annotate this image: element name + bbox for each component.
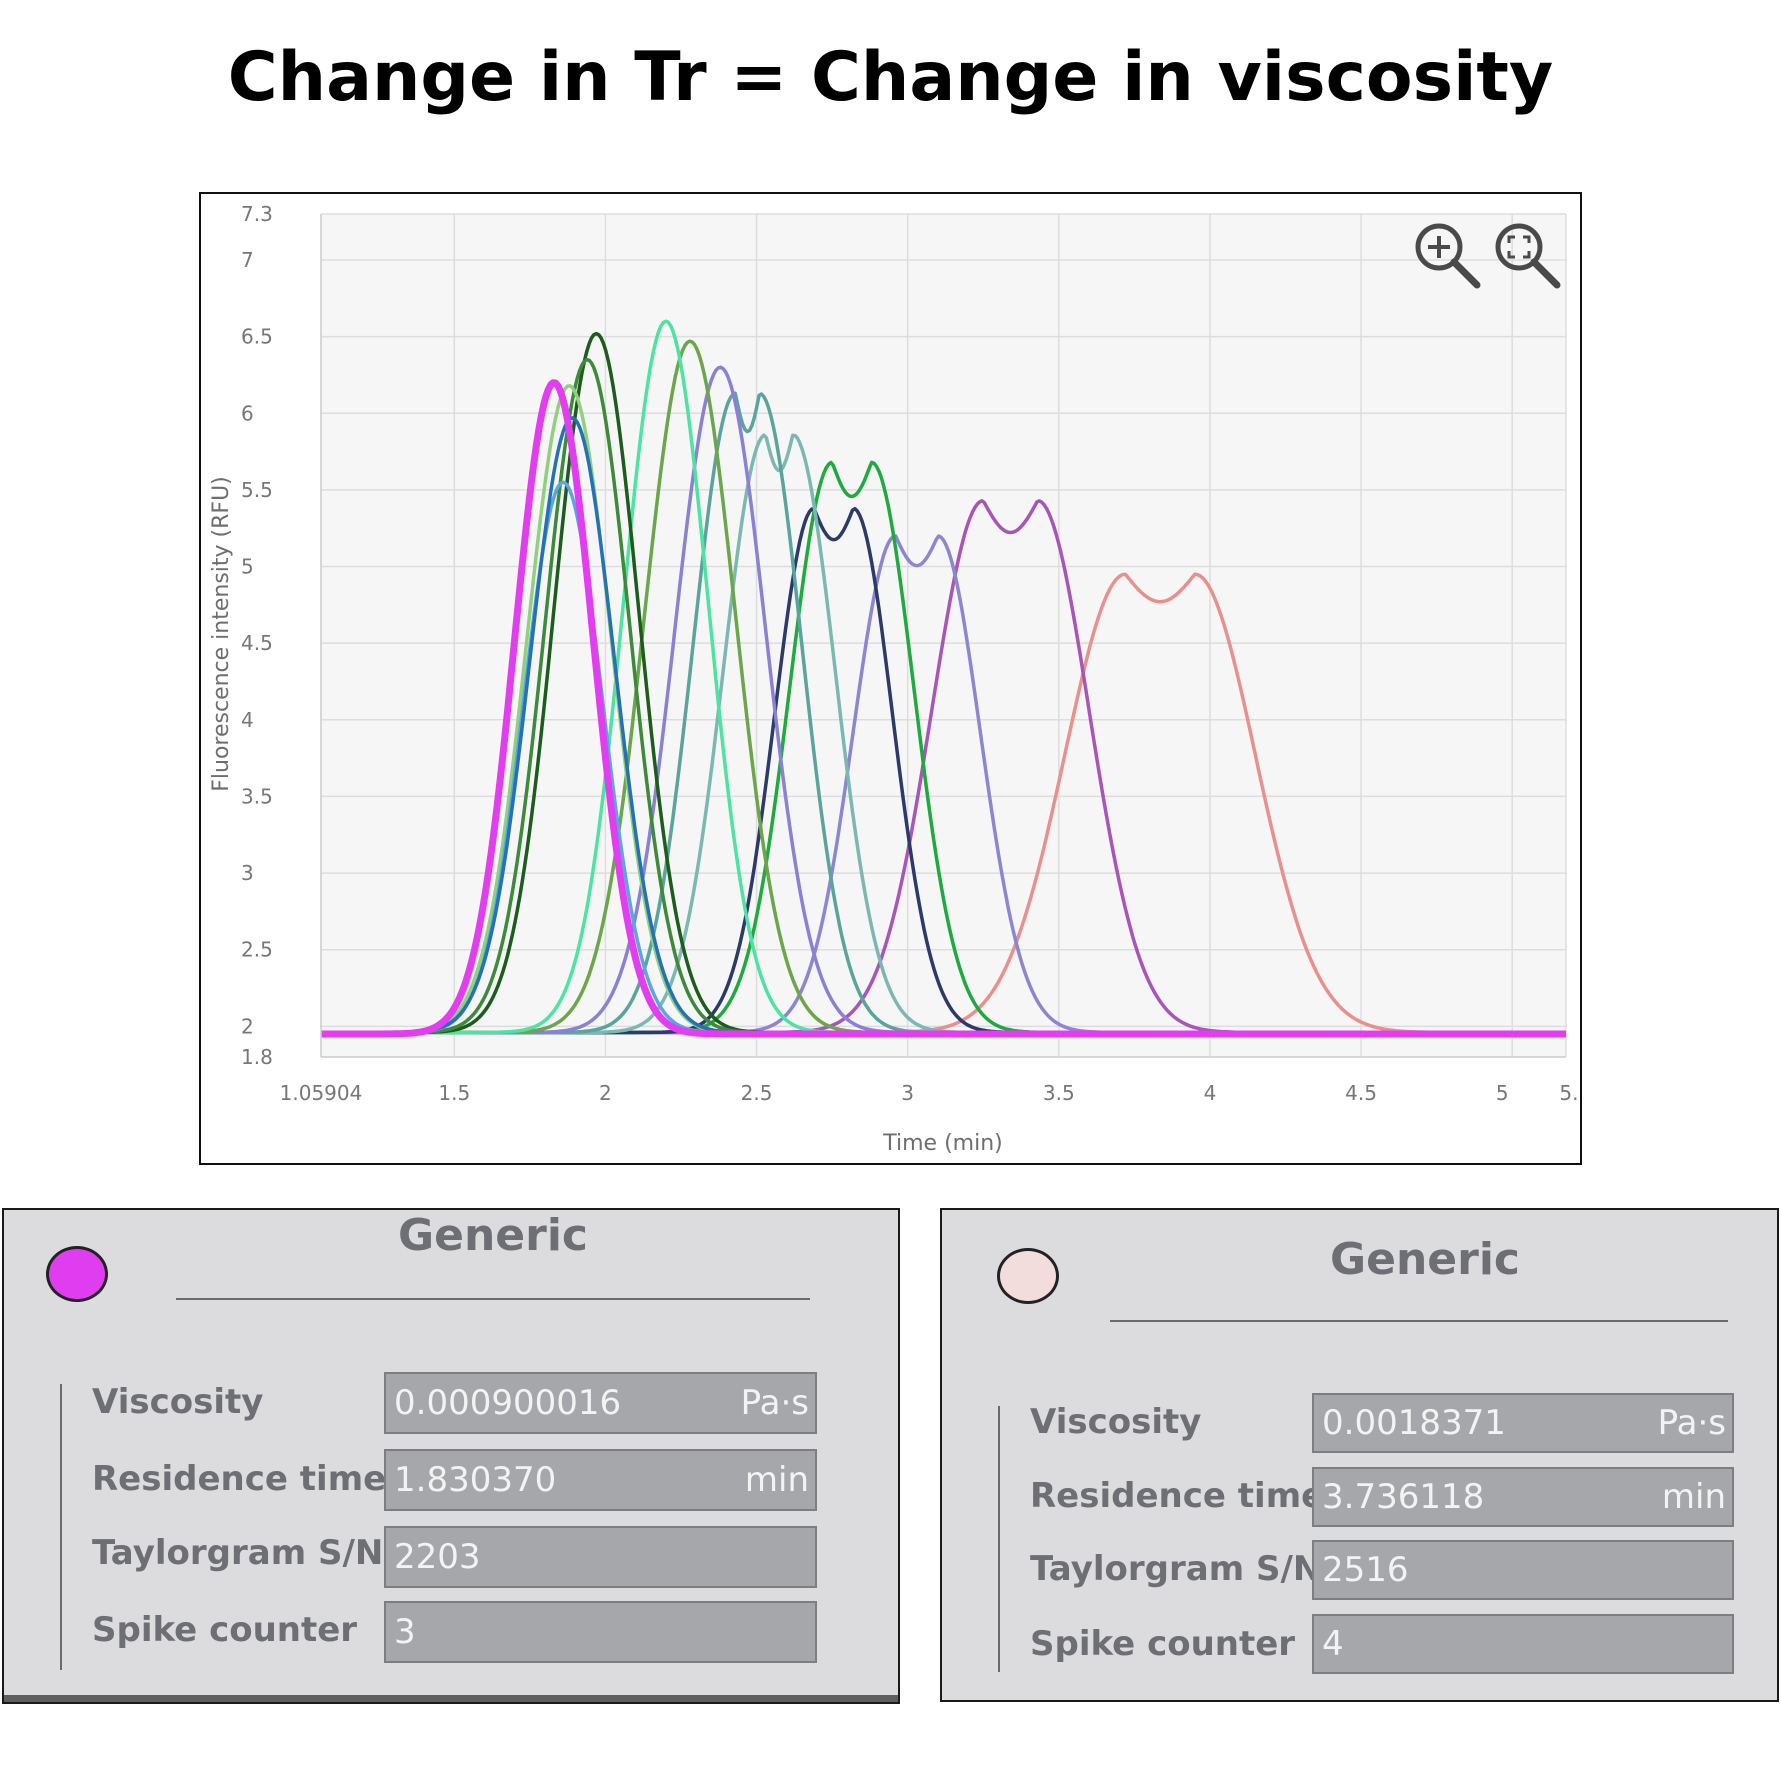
series-color-swatch bbox=[997, 1248, 1059, 1304]
panel-heading: Generic bbox=[1330, 1234, 1520, 1285]
series-color-swatch bbox=[46, 1246, 108, 1302]
spike-counter-value: 3 bbox=[394, 1612, 416, 1652]
x-axis-label: Time (min) bbox=[882, 1131, 1003, 1156]
y-tick-label: 3 bbox=[241, 861, 254, 885]
series-line-16 bbox=[319, 379, 1568, 1038]
x-tick-label: 3 bbox=[901, 1081, 914, 1105]
panel-divider bbox=[1110, 1320, 1728, 1322]
y-tick-label: 3.5 bbox=[241, 784, 273, 808]
spike-counter-label: Spike counter bbox=[1030, 1624, 1296, 1664]
viscosity-unit: Pa·s bbox=[1657, 1403, 1726, 1443]
y-tick-label: 2 bbox=[241, 1014, 254, 1038]
spike-counter-field[interactable]: 4 bbox=[1312, 1614, 1734, 1674]
y-tick-label: 4.5 bbox=[241, 631, 273, 655]
x-tick-label: 2.5 bbox=[741, 1081, 773, 1105]
viscosity-label: Viscosity bbox=[92, 1382, 264, 1422]
residence-time-unit: min bbox=[744, 1460, 809, 1500]
chart-frame: 1.05904 1.5 2 2.5 3 3.5 4 4.5 5 5.178 1.8 2 2.5 3 3.5 4… bbox=[199, 192, 1582, 1165]
x-tick-label: 4 bbox=[1204, 1081, 1217, 1105]
residence-time-field[interactable]: 1.830370 min bbox=[384, 1449, 817, 1511]
taylorgram-sn-value: 2203 bbox=[394, 1537, 481, 1577]
zoom-in-icon[interactable] bbox=[1415, 223, 1481, 289]
viscosity-value: 0.000900016 bbox=[394, 1383, 622, 1423]
x-tick-label: 1.5 bbox=[438, 1081, 470, 1105]
taylorgram-chart: 1.05904 1.5 2 2.5 3 3.5 4 4.5 5 5.178 1.8 2 2.5 3 3.5 4… bbox=[209, 202, 1580, 1156]
series-lines bbox=[319, 319, 1568, 1038]
y-tick-label: 6.5 bbox=[241, 325, 273, 349]
viscosity-unit: Pa·s bbox=[740, 1383, 809, 1423]
x-tick-label: 4.5 bbox=[1345, 1081, 1377, 1105]
y-tick-label: 5.5 bbox=[241, 478, 273, 502]
x-tick-label: 2 bbox=[599, 1081, 612, 1105]
viscosity-field[interactable]: 0.000900016 Pa·s bbox=[384, 1372, 817, 1434]
x-tick-label: 3.5 bbox=[1043, 1081, 1075, 1105]
viscosity-label: Viscosity bbox=[1030, 1402, 1202, 1442]
x-tick-label: 5 bbox=[1496, 1081, 1509, 1105]
residence-time-label: Residence time bbox=[92, 1459, 387, 1499]
axes: 1.05904 1.5 2 2.5 3 3.5 4 4.5 5 5.178 1.8 2 2.5 3 3.5 4… bbox=[241, 202, 1580, 1105]
sample-panel-1: Generic Viscosity 0.000900016 Pa·s Resid… bbox=[2, 1208, 900, 1704]
x-tick-label: 5.178 bbox=[1559, 1081, 1580, 1105]
panel-bottom-bar bbox=[4, 1695, 898, 1702]
taylorgram-sn-field[interactable]: 2516 bbox=[1312, 1540, 1734, 1600]
zoom-fit-icon[interactable] bbox=[1495, 223, 1561, 289]
taylorgram-sn-field[interactable]: 2203 bbox=[384, 1526, 817, 1588]
residence-time-field[interactable]: 3.736118 min bbox=[1312, 1467, 1734, 1527]
panel-divider bbox=[176, 1298, 810, 1300]
viscosity-field[interactable]: 0.0018371 Pa·s bbox=[1312, 1393, 1734, 1453]
y-tick-label: 7.3 bbox=[241, 202, 273, 226]
panel-side-line bbox=[60, 1384, 62, 1670]
residence-time-value: 3.736118 bbox=[1322, 1477, 1485, 1517]
viscosity-value: 0.0018371 bbox=[1322, 1403, 1506, 1443]
residence-time-unit: min bbox=[1661, 1477, 1726, 1517]
sample-panel-2: Generic Viscosity 0.0018371 Pa·s Residen… bbox=[940, 1208, 1779, 1702]
spike-counter-value: 4 bbox=[1322, 1624, 1344, 1664]
y-tick-label: 2.5 bbox=[241, 938, 273, 962]
panel-heading: Generic bbox=[398, 1210, 588, 1261]
spike-counter-label: Spike counter bbox=[92, 1610, 358, 1650]
residence-time-label: Residence time bbox=[1030, 1476, 1325, 1516]
y-tick-label: 7 bbox=[241, 248, 254, 272]
y-tick-label: 5 bbox=[241, 555, 254, 579]
taylorgram-sn-label: Taylorgram S/N bbox=[1030, 1549, 1322, 1589]
taylorgram-sn-value: 2516 bbox=[1322, 1550, 1409, 1590]
y-axis-label: Fluorescence intensity (RFU) bbox=[209, 476, 234, 792]
x-tick-label: 1.05904 bbox=[280, 1081, 363, 1105]
y-tick-label: 1.8 bbox=[241, 1045, 273, 1069]
residence-time-value: 1.830370 bbox=[394, 1460, 557, 1500]
y-tick-label: 6 bbox=[241, 401, 254, 425]
slide-title: Change in Tr = Change in viscosity bbox=[227, 38, 1554, 117]
panel-side-line bbox=[998, 1406, 1000, 1672]
taylorgram-sn-label: Taylorgram S/N bbox=[92, 1533, 384, 1573]
y-tick-label: 4 bbox=[241, 708, 254, 732]
spike-counter-field[interactable]: 3 bbox=[384, 1601, 817, 1663]
